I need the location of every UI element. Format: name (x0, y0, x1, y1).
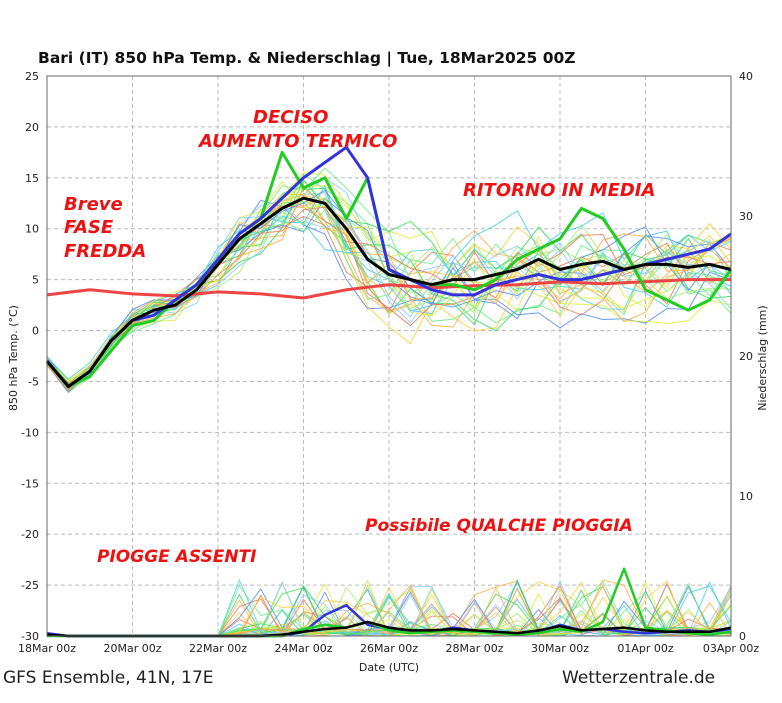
ensemble-member-line (46, 187, 732, 390)
annotation-piogge-assenti: PIOGGE ASSENTI (97, 547, 256, 567)
chart-title: Bari (IT) 850 hPa Temp. & Niederschlag |… (38, 49, 576, 68)
y-left-tick-label: 20 (25, 121, 39, 134)
series-climatology (46, 278, 731, 300)
x-tick-label: 28Mar 00z (445, 642, 503, 655)
footer-credit: Wetterzentrale.de (562, 668, 716, 688)
ensemble-member-line (46, 185, 732, 383)
y-right-axis-label: Niederschlag (mm) (756, 305, 769, 410)
y-right-tick-label: 30 (739, 210, 753, 223)
footer-source: GFS Ensemble, 41N, 17E (3, 668, 214, 688)
x-axis-label: Date (UTC) (359, 661, 419, 674)
x-tick-label: 22Mar 00z (189, 642, 247, 655)
y-left-tick-label: -20 (21, 528, 39, 541)
annotations: DECISO AUMENTO TERMICO Breve FASE FREDDA… (64, 107, 655, 567)
y-left-axis-label: 850 hPa Temp. (°C) (7, 305, 20, 411)
plot-frame (46, 75, 732, 637)
ensemble-member-line (46, 194, 732, 390)
y-right-tick-label: 10 (739, 490, 753, 503)
y-right-tick-label: 20 (739, 350, 753, 363)
y-right-tick-label: 0 (739, 630, 746, 643)
y-left-tick-label: -15 (21, 477, 39, 490)
ensemble-member-line (46, 167, 732, 385)
y-left-tick-label: 10 (25, 223, 39, 236)
annotation-fredda: FREDDA (64, 241, 146, 262)
x-tick-label: 24Mar 00z (274, 642, 332, 655)
annotation-breve: Breve (64, 194, 123, 215)
series-operational (45, 145, 732, 388)
y-left-tick-label: -25 (21, 579, 39, 592)
y-left-tick-label: 15 (25, 172, 39, 185)
x-tick-label: 01Apr 00z (617, 642, 674, 655)
annotation-fase: FASE (64, 217, 114, 238)
y-left-tick-label: -30 (21, 630, 39, 643)
y-left-tick-label: 0 (32, 325, 39, 338)
y-left-tick-label: 25 (25, 70, 39, 83)
annotation-ritorno-in-media: RITORNO IN MEDIA (463, 180, 655, 201)
y-right-tick-label: 40 (739, 70, 753, 83)
y-left-tick-label: 5 (32, 274, 39, 287)
x-tick-label: 30Mar 00z (531, 642, 589, 655)
x-tick-label: 20Mar 00z (103, 642, 161, 655)
annotation-aumento-termico: AUMENTO TERMICO (197, 131, 397, 152)
y-left-tick-label: -5 (28, 375, 39, 388)
x-tick-label: 26Mar 00z (360, 642, 418, 655)
x-tick-label: 18Mar 00z (18, 642, 76, 655)
series-ensemble-mean (45, 196, 732, 388)
ticks-layer: 18Mar 00z 20Mar 00z 22Mar 00z 24Mar 00z 26Ma… (18, 70, 759, 655)
x-tick-label: 03Apr 00z (703, 642, 760, 655)
annotation-possibile-pioggia: Possibile QUALCHE PIOGGIA (365, 516, 633, 536)
annotation-deciso: DECISO (253, 107, 328, 128)
ensemble-member-line (46, 186, 732, 386)
y-left-tick-label: -10 (21, 426, 39, 439)
main-series-layer (45, 145, 733, 638)
